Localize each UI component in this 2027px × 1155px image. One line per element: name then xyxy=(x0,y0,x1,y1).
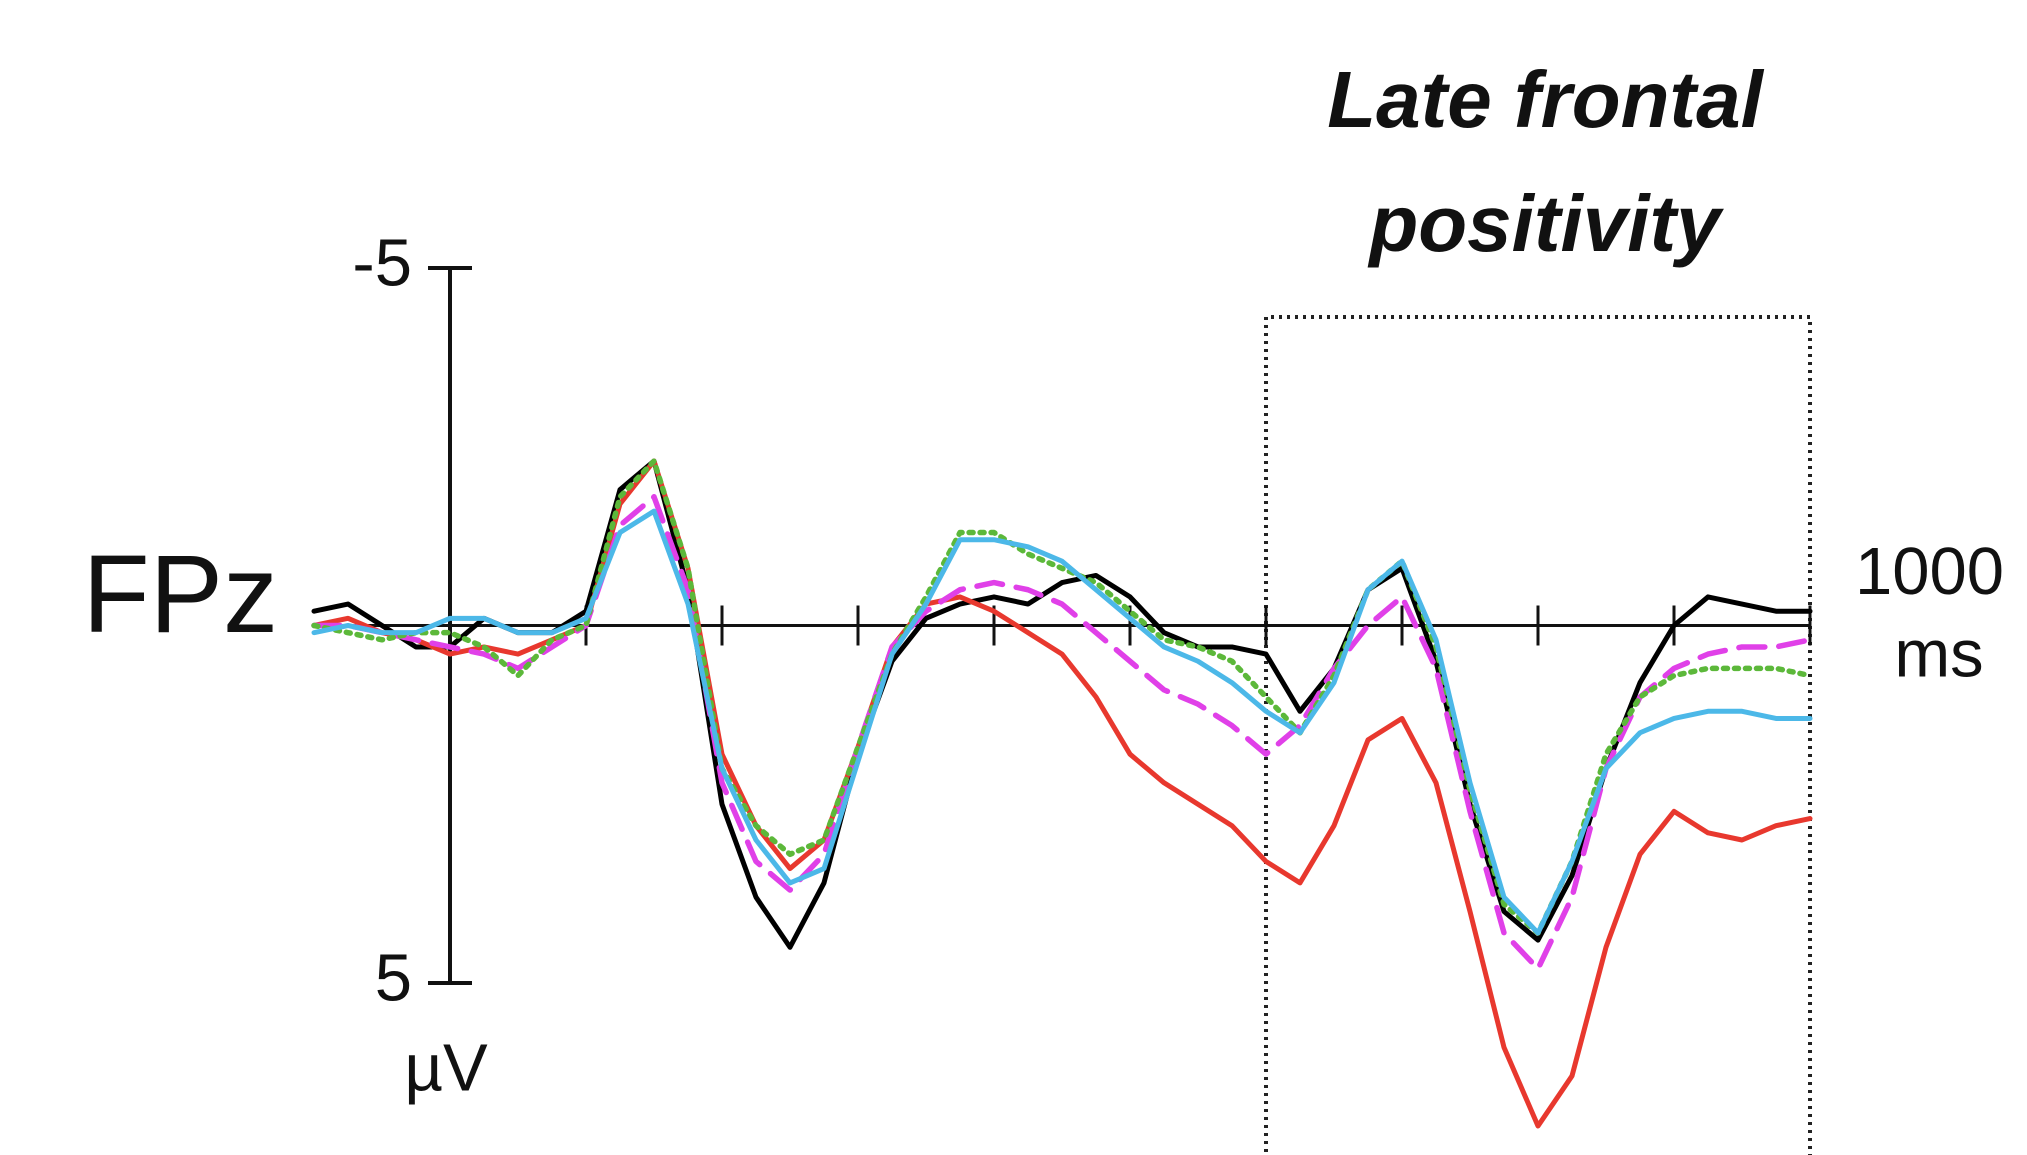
erp-line xyxy=(311,458,1813,950)
channel-label: FPz xyxy=(82,533,278,656)
annotation-title: Late frontal positivity xyxy=(1327,55,1763,268)
x-tick-label: 1000 xyxy=(1855,534,2004,609)
y-axis-label: µV xyxy=(404,1031,488,1106)
annotation-box xyxy=(1264,315,1812,1155)
erp-line xyxy=(311,494,1813,972)
erp-line xyxy=(311,458,1813,936)
erp-line xyxy=(311,508,1813,936)
x-axis-label: ms xyxy=(1894,617,1983,692)
y-tick-label: 5 xyxy=(375,941,412,1016)
y-tick-label: -5 xyxy=(352,226,412,301)
